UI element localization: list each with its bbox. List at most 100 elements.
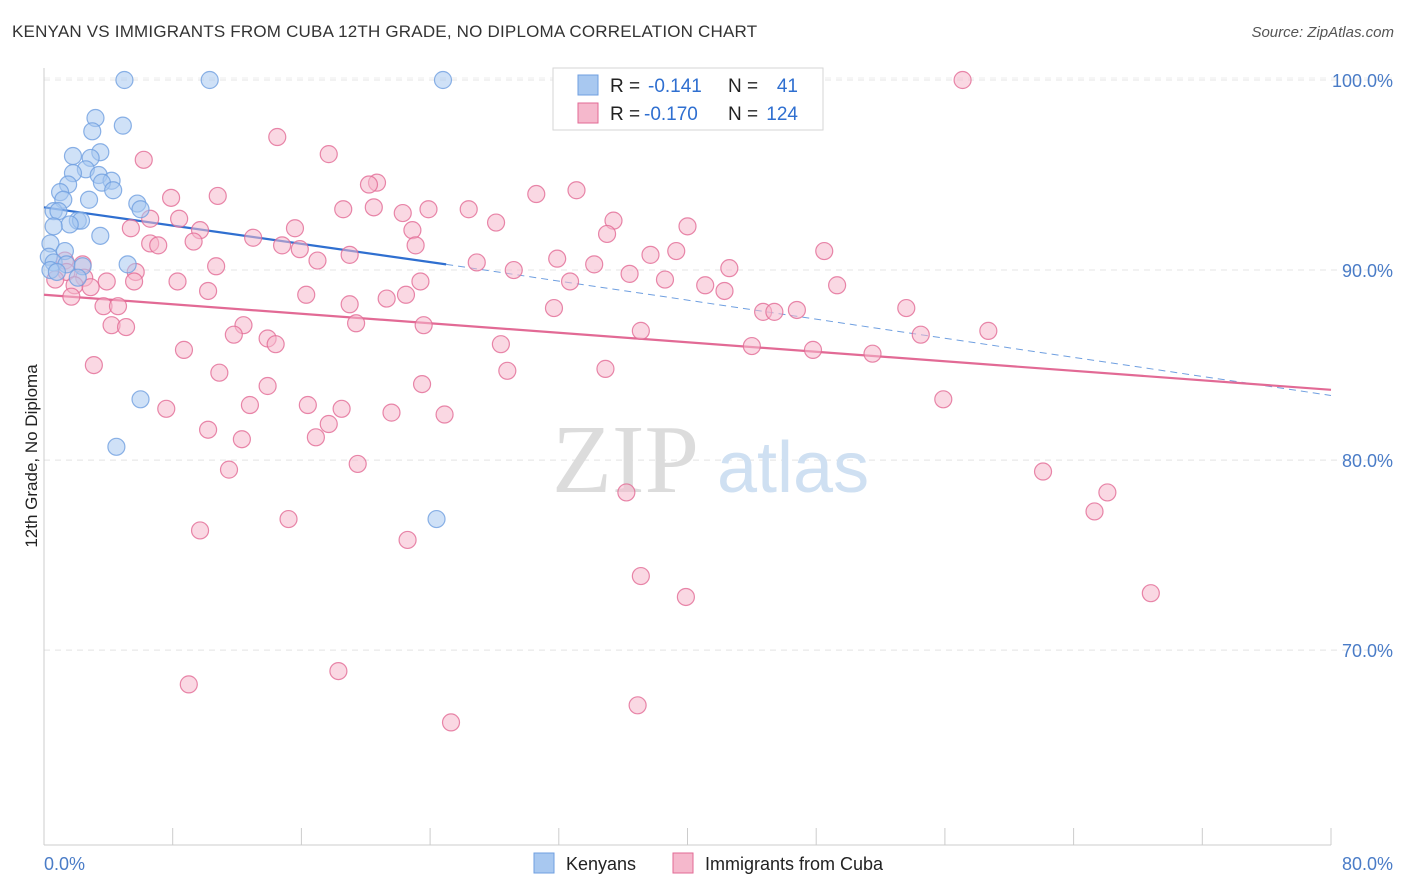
- scatter-point: [198, 281, 218, 301]
- legend-n-label-2: N =: [728, 104, 758, 125]
- watermark-atlas: atlas: [717, 428, 869, 508]
- scatter-point: [742, 336, 761, 356]
- legend-bottom-label-kenyans: Kenyans: [566, 854, 636, 874]
- scatter-point: [319, 145, 338, 164]
- scatter-point: [715, 281, 734, 301]
- chart-title: KENYAN VS IMMIGRANTS FROM CUBA 12TH GRAD…: [12, 22, 758, 41]
- scatter-point: [244, 228, 263, 247]
- scatter-point: [108, 297, 128, 316]
- scatter-point: [628, 696, 647, 715]
- scatter-point: [765, 302, 784, 321]
- scatter-point: [486, 213, 506, 232]
- scatter-point: [290, 240, 309, 259]
- scatter-point: [190, 521, 210, 540]
- scatter-point: [678, 217, 697, 236]
- scatter-point: [828, 276, 847, 295]
- scatter-point: [207, 257, 226, 276]
- legend-bottom-swatch-kenyans: [533, 852, 555, 874]
- scatter-point: [787, 300, 806, 320]
- scatter-point: [97, 272, 116, 291]
- scatter-point: [298, 395, 317, 415]
- scatter-point: [953, 70, 972, 90]
- legend-r-value-2: -0.170: [644, 104, 698, 125]
- scatter-point: [364, 198, 383, 217]
- scatter-point: [329, 661, 348, 681]
- scatter-point: [419, 200, 438, 219]
- scatter-point: [1098, 483, 1117, 502]
- scatter-point: [107, 437, 126, 456]
- legend-swatch-cuba: [577, 102, 599, 124]
- scatter-point: [279, 509, 298, 529]
- scatter-point: [911, 325, 930, 344]
- scatter-point: [44, 217, 63, 236]
- scatter-point: [720, 259, 739, 278]
- scatter-point: [219, 460, 239, 479]
- scatter-point: [60, 215, 79, 234]
- scatter-point: [179, 675, 198, 694]
- scatter-point: [240, 395, 260, 415]
- scatter-point: [47, 262, 66, 282]
- scatter-point: [115, 70, 134, 90]
- scatter-point: [308, 251, 327, 270]
- scatter-point: [934, 390, 953, 409]
- scatter-point: [548, 249, 567, 268]
- scatter-point: [200, 70, 219, 90]
- legend-bottom-swatch-cuba: [672, 852, 694, 874]
- scatter-point: [84, 355, 103, 375]
- legend-r-value-1: -0.141: [648, 76, 702, 97]
- scatter-point: [427, 509, 446, 529]
- scatter-point: [184, 232, 203, 251]
- scatter-point: [121, 219, 140, 238]
- scatter-point: [620, 264, 639, 283]
- scatter-point: [585, 255, 604, 274]
- legend-n-value-1: 41: [777, 76, 798, 97]
- scatter-point: [346, 314, 366, 333]
- scatter-point: [174, 340, 194, 359]
- legend-r-label-1: R =: [610, 76, 640, 97]
- y-tick-label: 80.0%: [1342, 451, 1393, 471]
- scatter-point: [332, 399, 351, 418]
- legend-bottom: Kenyans Immigrants from Cuba: [533, 852, 884, 874]
- scatter-point: [377, 289, 396, 308]
- scatter-point: [116, 317, 136, 337]
- scatter-point: [863, 344, 882, 363]
- scatter-point: [527, 184, 546, 204]
- legend-n-label-1: N =: [728, 76, 758, 97]
- scatter-point: [157, 399, 176, 418]
- scatter-point: [232, 430, 251, 449]
- y-tick-label: 90.0%: [1342, 261, 1393, 281]
- scatter-point: [504, 260, 523, 280]
- scatter-point: [597, 224, 617, 244]
- scatter-point: [168, 272, 187, 291]
- scatter-point: [198, 420, 218, 439]
- gridlines: [44, 77, 1392, 651]
- legend-top: R = -0.141 N = 41 R = -0.170 N = 124: [552, 67, 824, 131]
- scatter-point: [68, 268, 87, 287]
- scatter-point: [631, 321, 650, 340]
- legend-swatch-kenyans: [577, 74, 599, 96]
- scatter-point: [118, 255, 137, 274]
- scatter-point: [498, 361, 517, 380]
- scatter-point: [319, 414, 338, 434]
- scatter-point: [631, 566, 650, 586]
- scatter-point: [359, 175, 379, 194]
- scatter-point: [285, 219, 305, 238]
- scatter-point: [124, 272, 144, 291]
- scatter-point: [544, 298, 564, 318]
- y-tick-label: 70.0%: [1342, 641, 1393, 661]
- scatter-point: [170, 209, 189, 228]
- y-tick-label: 100.0%: [1332, 71, 1393, 91]
- scatter-point: [398, 530, 417, 550]
- scatter-point: [113, 116, 132, 135]
- scatter-point: [348, 454, 367, 474]
- scatter-point: [560, 272, 580, 291]
- scatter-point: [81, 278, 100, 297]
- scatter-point: [224, 325, 243, 344]
- scatter-point: [567, 181, 586, 200]
- scatter-point: [79, 190, 99, 209]
- legend-r-label-2: R =: [610, 104, 640, 125]
- scatter-point: [467, 253, 486, 272]
- scatter-point: [63, 146, 83, 166]
- scatter-point: [412, 374, 432, 394]
